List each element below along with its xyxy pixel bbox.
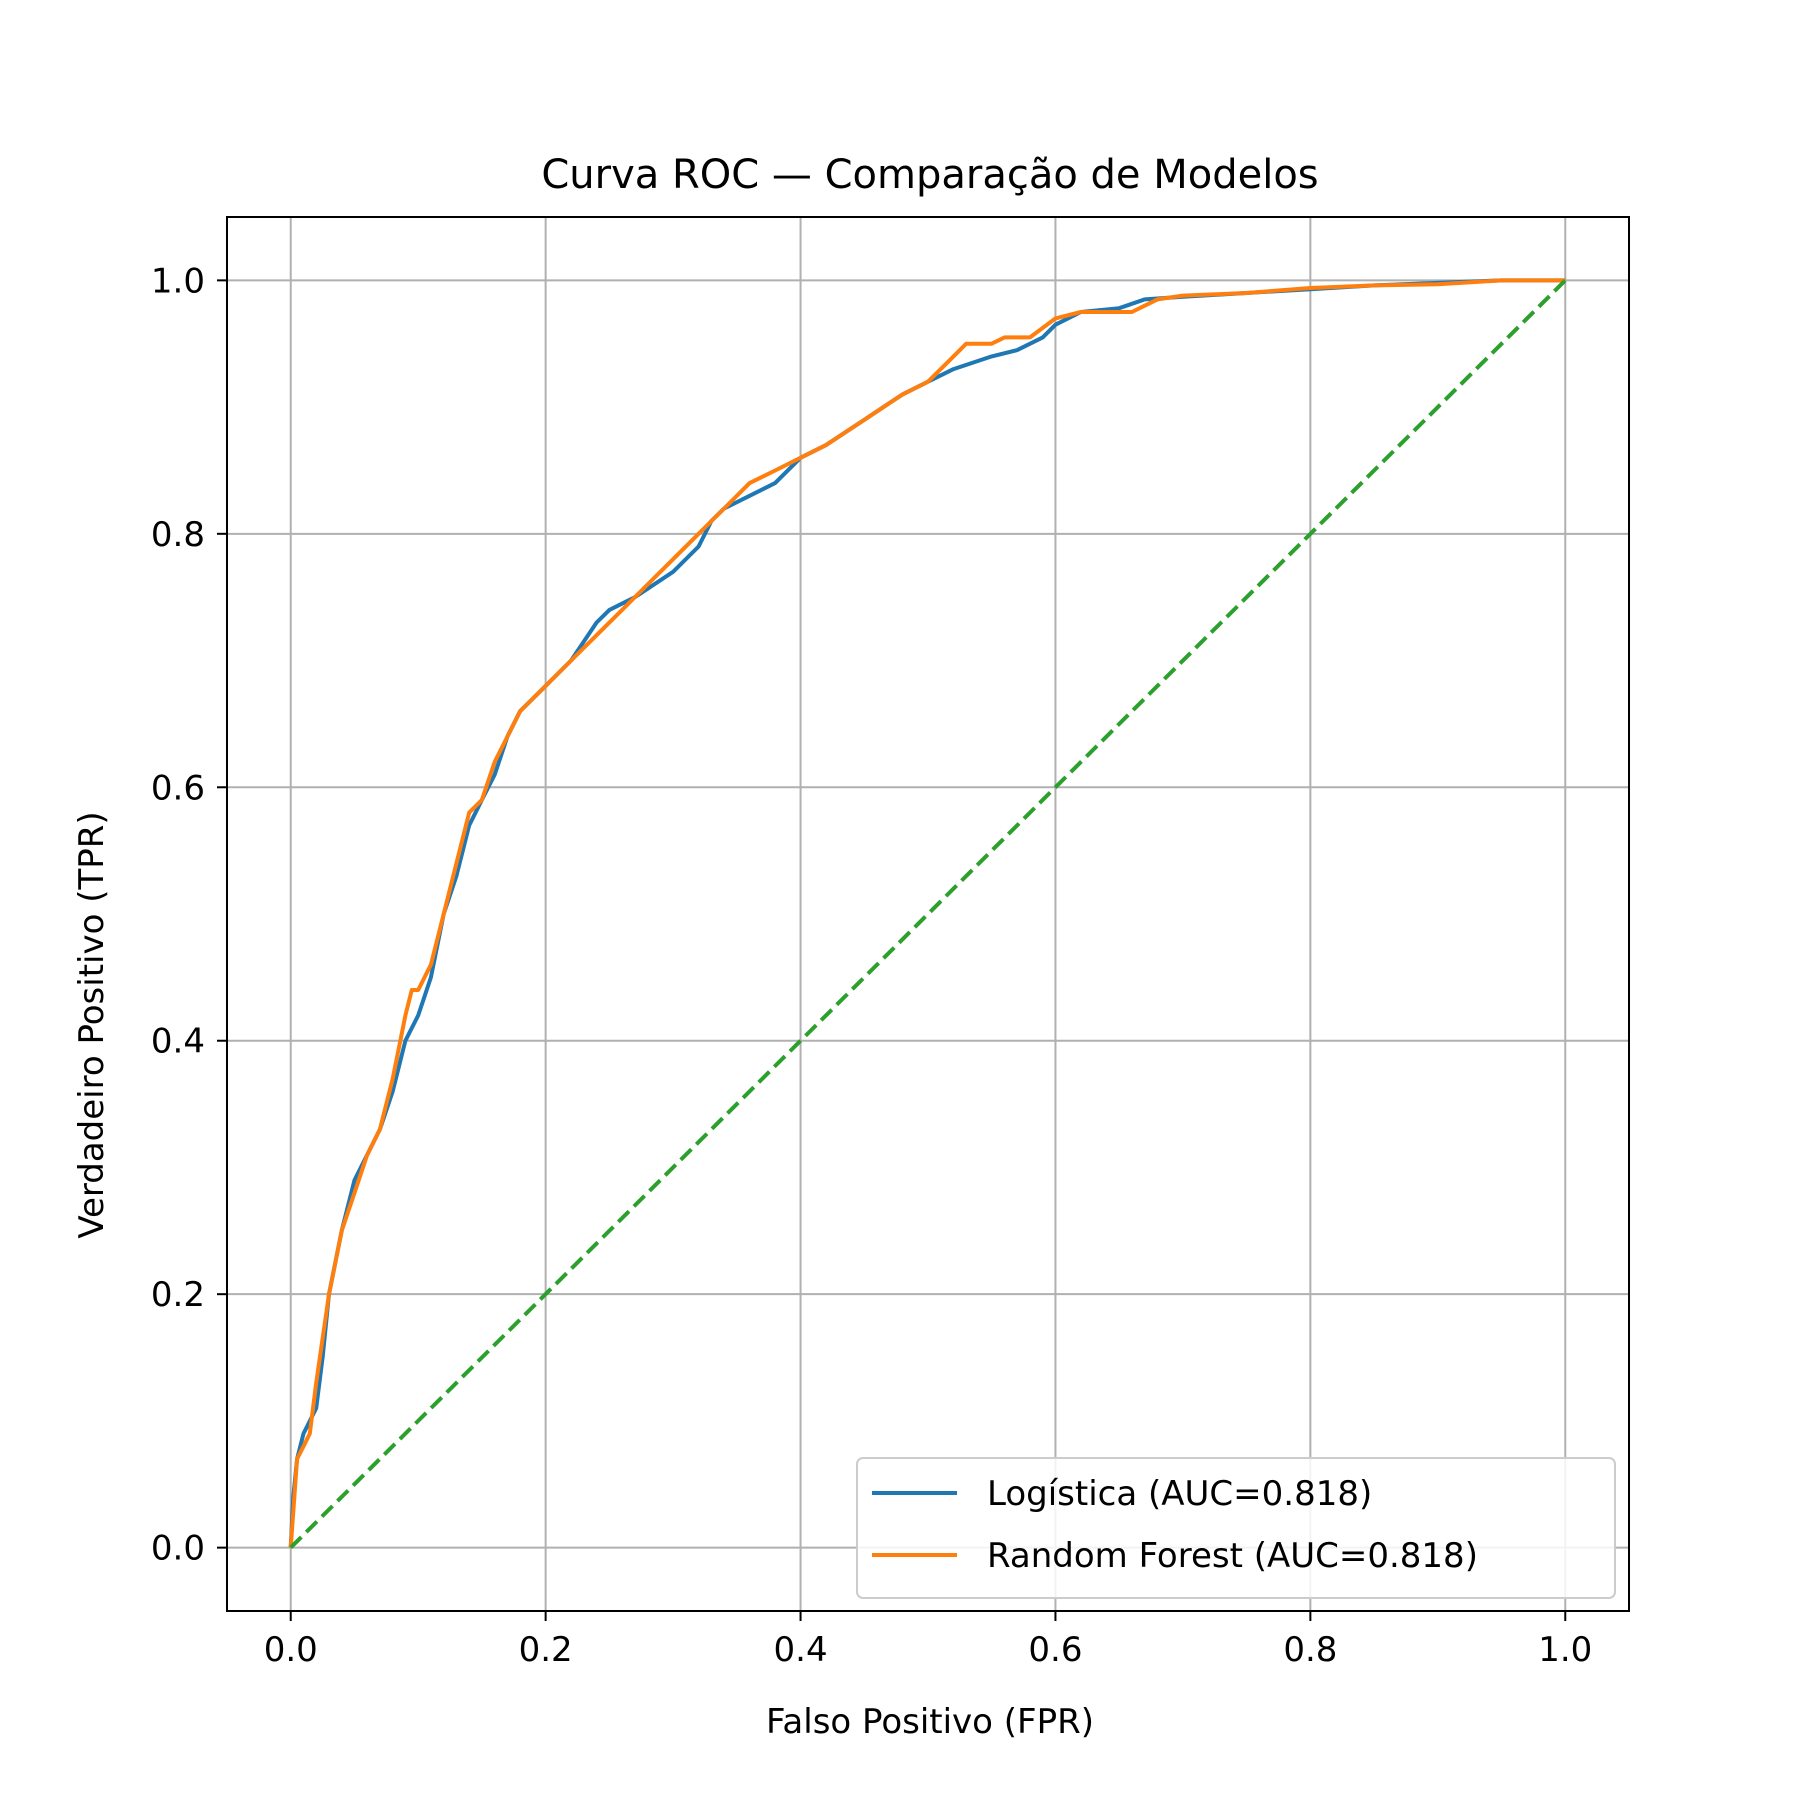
x-tick-label: 0.6 — [1028, 1630, 1082, 1670]
y-tick-label: 0.6 — [151, 768, 205, 808]
series-line-random-forest — [288, 278, 1566, 1548]
x-tick-label: 0.2 — [519, 1630, 573, 1670]
legend-box — [856, 1457, 1616, 1599]
legend-label: Logística (AUC=0.818) — [987, 1474, 1372, 1514]
y-tick-label: 1.0 — [151, 261, 205, 301]
grid — [227, 217, 1629, 1611]
x-tick-label: 0.8 — [1283, 1630, 1337, 1670]
x-tick-label: 0.4 — [774, 1630, 828, 1670]
y-tick-label: 0.4 — [151, 1022, 205, 1062]
legend: Logística (AUC=0.818) Random Forest (AUC=… — [856, 1457, 1616, 1599]
reference-diagonal-line — [289, 278, 1567, 1550]
plot-frame — [226, 216, 1630, 1612]
y-axis-label: Verdadeiro Positivo (TPR) — [72, 811, 112, 1238]
y-tick-label: 0.2 — [151, 1275, 205, 1315]
x-axis-label: Falso Positivo (FPR) — [766, 1702, 1094, 1742]
x-tick-label: 0.0 — [264, 1630, 318, 1670]
ticks: 0.0 0.2 0.4 0.6 0.8 1.0 0.0 0.2 0.4 0.6 0.8 1.0 — [151, 261, 1592, 1670]
series-layer — [288, 278, 1567, 1550]
y-tick-label: 0.0 — [151, 1529, 205, 1569]
legend-label: Random Forest (AUC=0.818) — [987, 1536, 1478, 1576]
chart-title: Curva ROC — Comparação de Modelos — [541, 152, 1318, 198]
x-tick-label: 1.0 — [1538, 1630, 1592, 1670]
y-tick-label: 0.8 — [151, 515, 205, 555]
